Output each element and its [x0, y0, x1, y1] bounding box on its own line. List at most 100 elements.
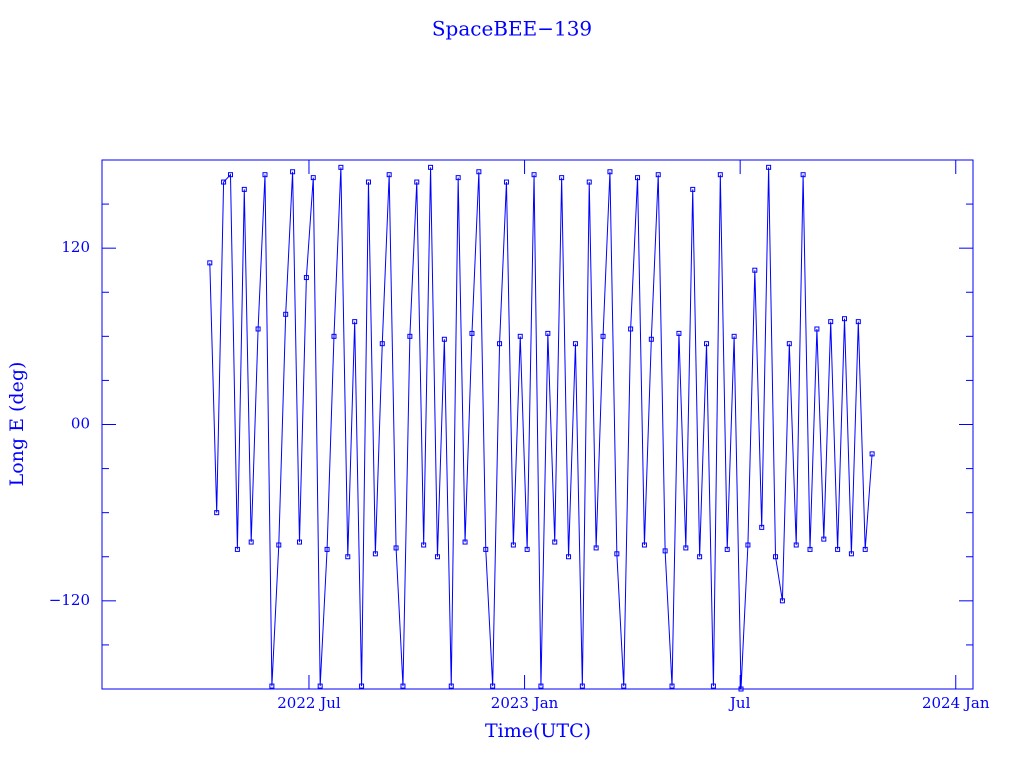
y-tick-label: 120 — [61, 238, 90, 256]
x-tick-label: 2022 Jul — [277, 694, 341, 712]
point-marker — [365, 179, 371, 185]
point-marker — [503, 179, 509, 185]
point-marker — [276, 542, 282, 548]
point-marker — [379, 341, 385, 347]
point-marker — [455, 175, 461, 181]
point-marker — [607, 169, 613, 175]
point-marker — [221, 179, 227, 185]
point-marker — [414, 179, 420, 185]
point-marker — [628, 326, 634, 332]
point-marker — [359, 683, 365, 689]
point-marker — [869, 451, 875, 457]
point-marker — [835, 546, 841, 552]
point-marker — [476, 169, 482, 175]
point-marker — [248, 539, 254, 545]
point-marker — [579, 683, 585, 689]
point-marker — [655, 172, 661, 178]
point-marker — [745, 542, 751, 548]
point-marker — [552, 539, 558, 545]
point-marker — [290, 169, 296, 175]
point-marker — [227, 172, 233, 178]
point-marker — [372, 551, 378, 557]
point-marker — [214, 510, 220, 516]
point-marker — [752, 267, 758, 273]
point-marker — [497, 341, 503, 347]
point-marker — [855, 319, 861, 325]
point-marker — [773, 554, 779, 560]
point-marker — [731, 333, 737, 339]
point-marker — [862, 546, 868, 552]
point-marker — [462, 539, 468, 545]
point-marker — [724, 546, 730, 552]
point-marker — [303, 275, 309, 281]
point-marker — [317, 683, 323, 689]
point-marker — [510, 542, 516, 548]
point-marker — [345, 554, 351, 560]
y-axis-label: Long E (deg) — [6, 362, 28, 487]
point-marker — [635, 175, 641, 181]
point-marker — [517, 333, 523, 339]
point-marker — [690, 186, 696, 192]
point-marker — [572, 341, 578, 347]
point-marker — [648, 336, 654, 342]
point-marker — [807, 546, 813, 552]
point-marker — [600, 333, 606, 339]
point-marker — [538, 683, 544, 689]
point-marker — [676, 330, 682, 336]
point-marker — [669, 683, 675, 689]
point-marker — [469, 330, 475, 336]
point-marker — [828, 319, 834, 325]
point-marker — [296, 539, 302, 545]
point-marker — [310, 175, 316, 181]
point-marker — [331, 333, 337, 339]
point-marker — [814, 326, 820, 332]
point-marker — [283, 311, 289, 317]
point-marker — [421, 542, 427, 548]
y-tick-label: 00 — [71, 415, 90, 433]
point-marker — [800, 172, 806, 178]
point-marker — [428, 164, 434, 170]
point-marker — [641, 542, 647, 548]
point-marker — [531, 172, 537, 178]
y-tick-label: −120 — [49, 591, 90, 609]
point-marker — [793, 542, 799, 548]
point-marker — [262, 172, 268, 178]
point-marker — [559, 175, 565, 181]
point-marker — [434, 554, 440, 560]
point-marker — [593, 545, 599, 551]
x-tick-label: 2023 Jan — [491, 694, 559, 712]
point-marker — [269, 683, 275, 689]
point-marker — [586, 179, 592, 185]
point-marker — [483, 546, 489, 552]
point-marker — [324, 546, 330, 552]
point-marker — [683, 545, 689, 551]
point-marker — [779, 598, 785, 604]
x-tick-label: Jul — [728, 694, 751, 712]
point-marker — [717, 172, 723, 178]
point-marker — [738, 686, 744, 692]
point-marker — [352, 319, 358, 325]
point-marker — [704, 341, 710, 347]
chart-title: SpaceBEE−139 — [432, 17, 592, 41]
point-marker — [566, 554, 572, 560]
point-marker — [621, 683, 627, 689]
point-marker — [234, 546, 240, 552]
point-marker — [255, 326, 261, 332]
point-marker — [338, 164, 344, 170]
point-marker — [821, 536, 827, 542]
point-marker — [407, 333, 413, 339]
point-marker — [697, 554, 703, 560]
point-marker — [207, 260, 213, 266]
series-line — [209, 167, 873, 690]
point-marker — [759, 524, 765, 530]
point-marker — [241, 186, 247, 192]
point-marker — [766, 164, 772, 170]
point-marker — [842, 316, 848, 322]
point-marker — [524, 546, 530, 552]
point-marker — [614, 551, 620, 557]
x-axis-label: Time(UTC) — [485, 720, 591, 742]
point-marker — [848, 551, 854, 557]
point-marker — [448, 683, 454, 689]
